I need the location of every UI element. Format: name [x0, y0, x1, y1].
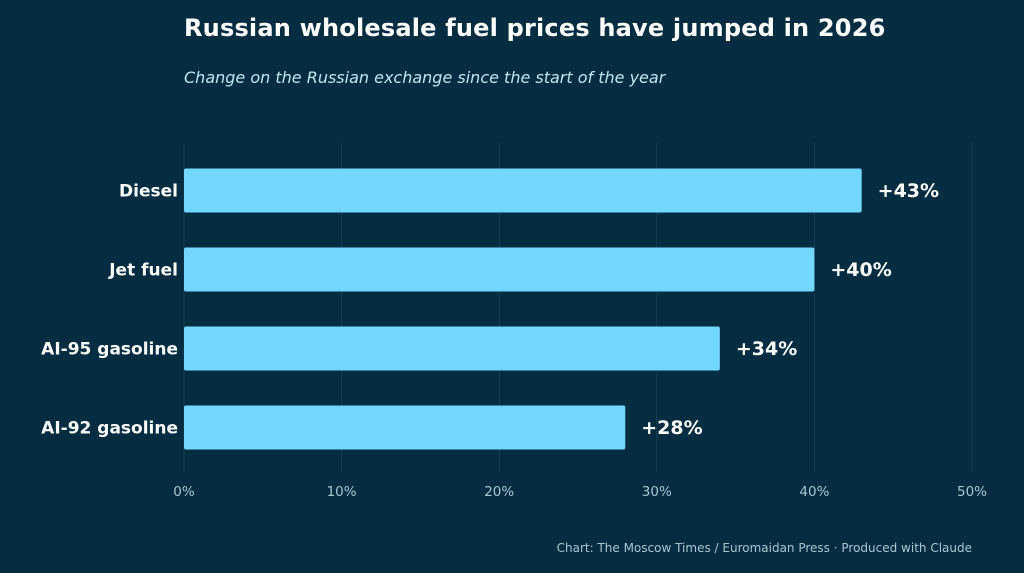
category-label: Diesel: [119, 182, 178, 202]
category-label: AI-92 gasoline: [41, 419, 178, 439]
bar: [184, 247, 815, 292]
x-tick-label: 40%: [799, 484, 829, 500]
x-tick-label: 0%: [173, 484, 195, 500]
source-note: Chart: The Moscow Times / Euromaidan Pre…: [556, 541, 972, 555]
data-labels: +43% +40% +34% +28%: [641, 180, 939, 439]
bar: [184, 168, 862, 213]
category-label: AI-95 gasoline: [41, 340, 178, 360]
data-label: +40%: [830, 259, 891, 281]
data-label: +43%: [878, 180, 939, 202]
x-tick-label: 10%: [327, 484, 357, 500]
bars: [184, 168, 862, 450]
category-labels: Diesel Jet fuel AI-95 gasoline AI-92 gasoli…: [41, 182, 178, 439]
category-label: Jet fuel: [108, 261, 178, 281]
x-axis-ticks: 0% 10% 20% 30% 40% 50%: [173, 484, 987, 500]
data-label: +28%: [641, 417, 702, 439]
x-tick-label: 30%: [642, 484, 672, 500]
x-tick-label: 20%: [484, 484, 514, 500]
bar: [184, 405, 626, 450]
chart-subtitle: Change on the Russian exchange since the…: [184, 68, 666, 87]
chart-title: Russian wholesale fuel prices have jumpe…: [184, 14, 886, 42]
x-tick-label: 50%: [957, 484, 987, 500]
bar: [184, 326, 720, 371]
data-label: +34%: [736, 338, 797, 360]
